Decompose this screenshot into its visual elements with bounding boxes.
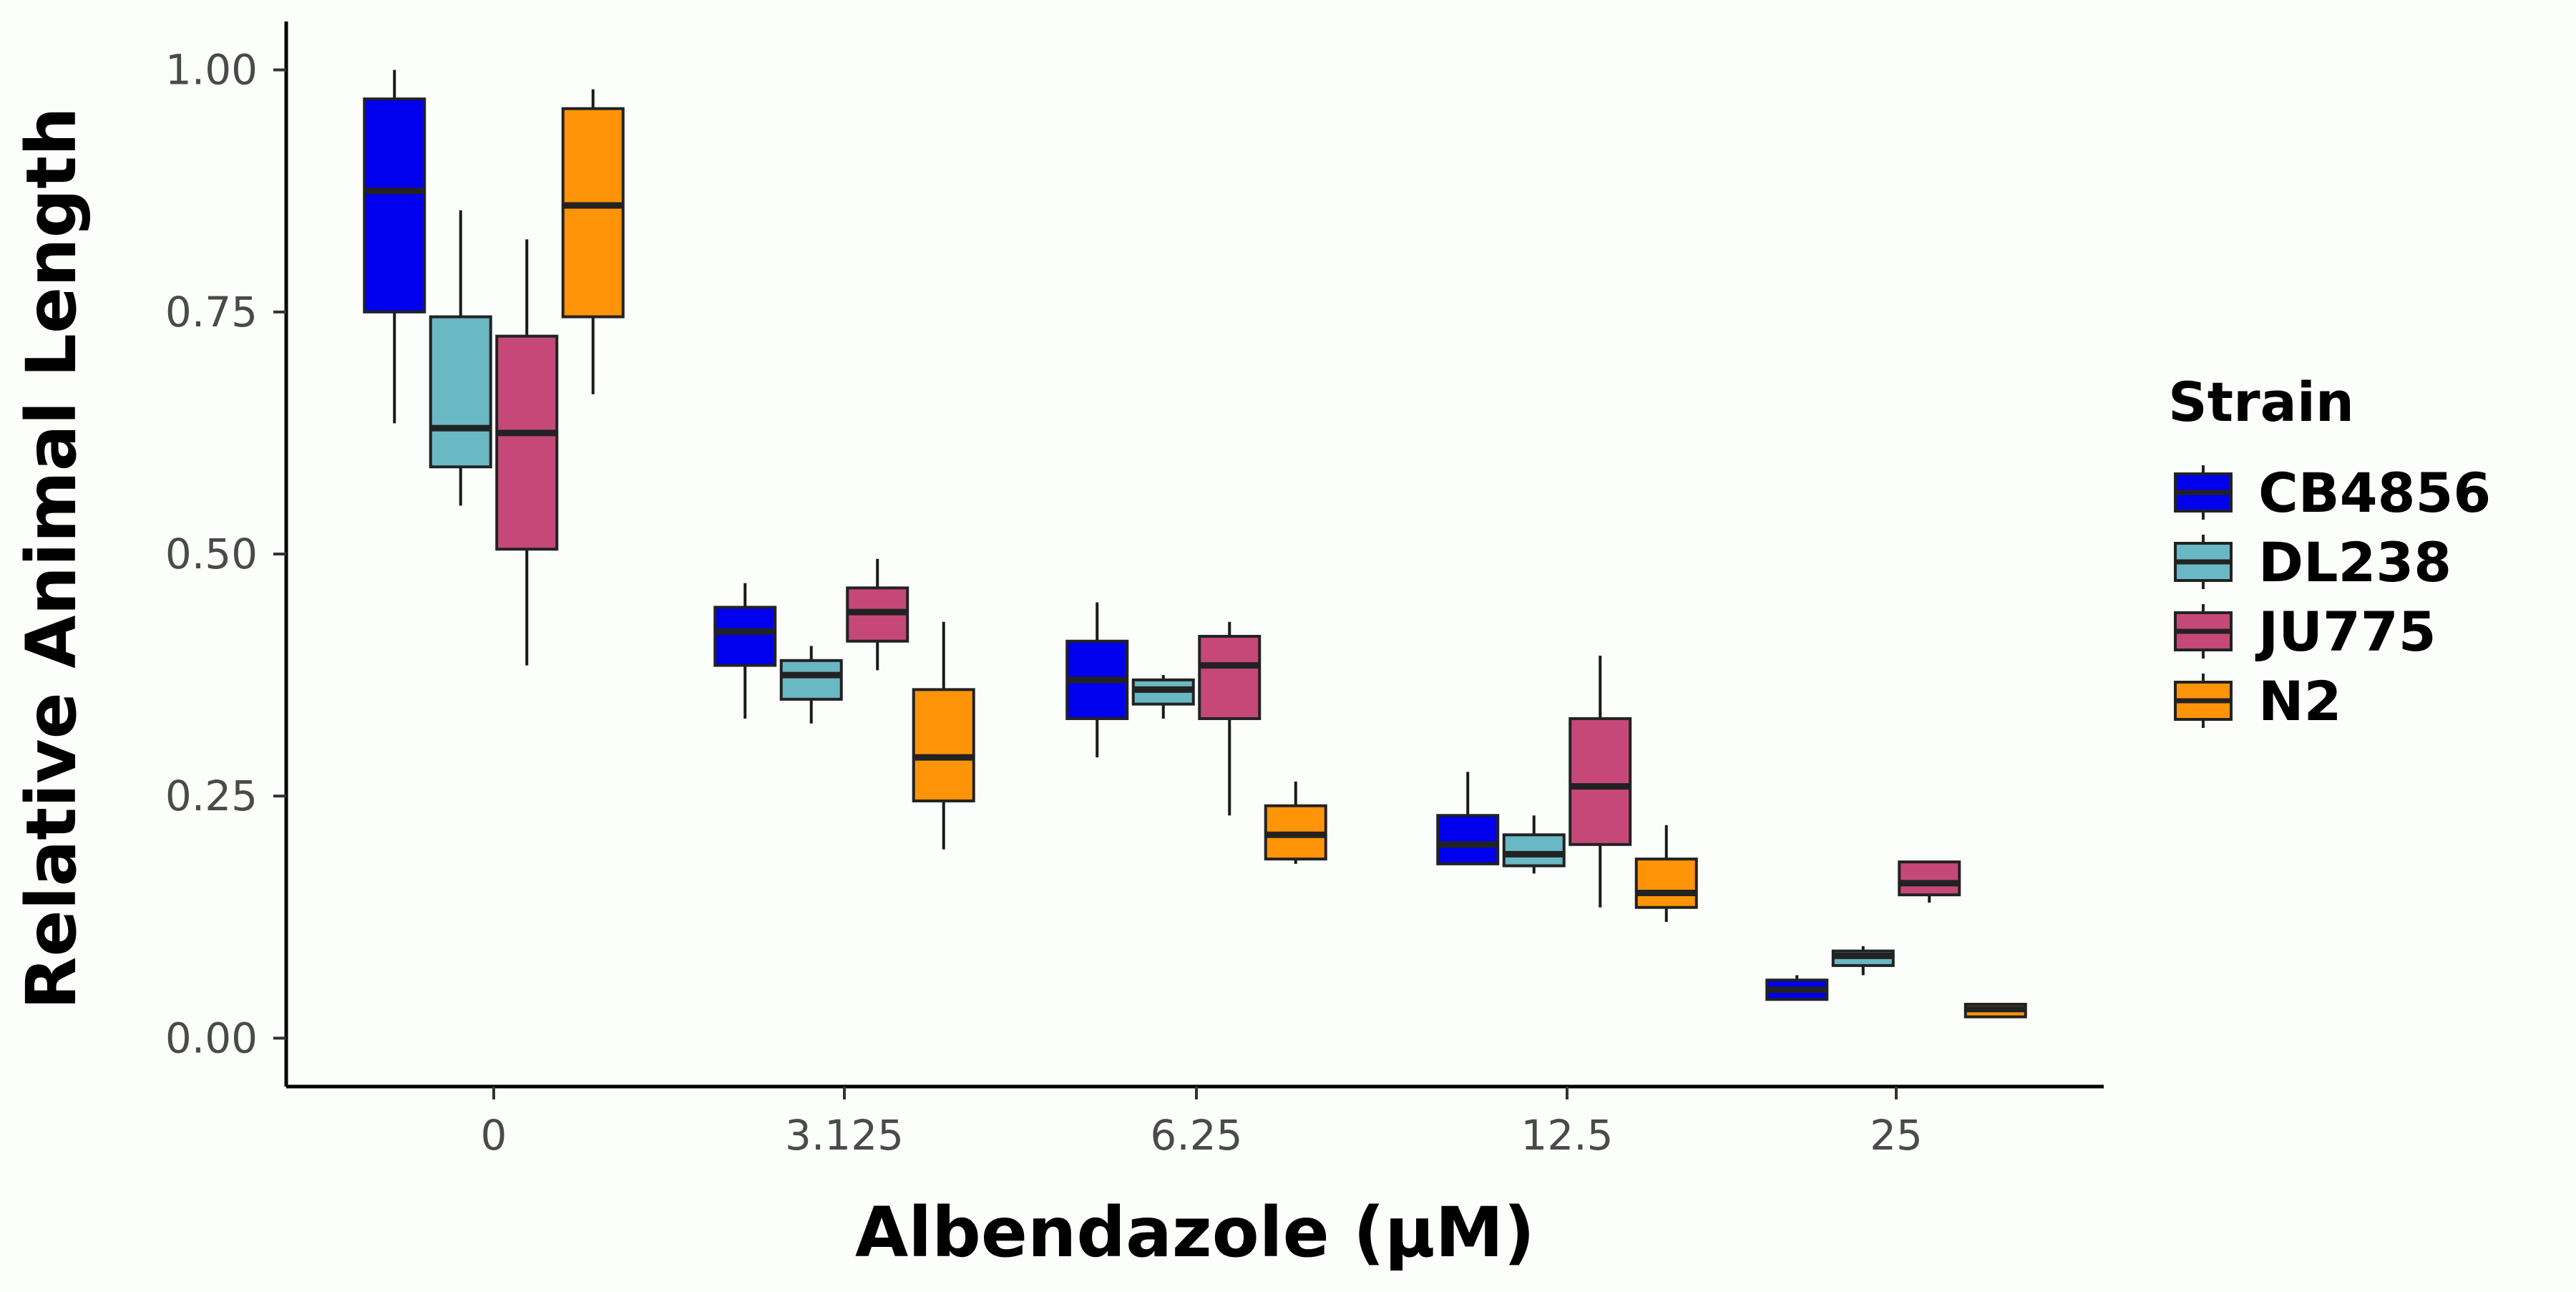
box-body — [495, 334, 559, 551]
y-tick-label: 1.00 — [165, 46, 258, 94]
legend-item-dl238: DL238 — [2174, 530, 2451, 594]
box-cb4856-6.25 — [1065, 602, 1129, 758]
box-ju775-12.5 — [1568, 656, 1632, 908]
legend-label: DL238 — [2258, 530, 2451, 594]
box-n2-6.25 — [1264, 781, 1327, 864]
box-dl238-0 — [429, 210, 492, 506]
y-tick-label: 0.75 — [165, 288, 258, 336]
x-tick-label: 12.5 — [1521, 1111, 1613, 1160]
box-body — [561, 107, 625, 319]
box-body — [1502, 833, 1566, 868]
box-ju775-3.125 — [846, 558, 909, 671]
axes: 0.00 0.25 0.50 0.75 1.00 0 3.125 6.25 12.5 25 — [165, 21, 2104, 1160]
legend-item-n2: N2 — [2174, 669, 2342, 733]
box-cb4856-25 — [1765, 975, 1829, 1001]
box-cb4856-12.5 — [1436, 772, 1500, 865]
box-n2-0 — [561, 89, 625, 394]
box-body — [363, 97, 426, 314]
x-tick-label: 0 — [481, 1111, 507, 1160]
box-n2-25 — [1963, 1003, 2027, 1019]
box-body — [713, 606, 777, 667]
box-body — [429, 315, 492, 469]
box-dl238-12.5 — [1502, 815, 1566, 874]
box-dl238-6.25 — [1131, 675, 1195, 719]
y-tick-label: 0.50 — [165, 530, 258, 578]
box-dl238-25 — [1831, 946, 1895, 976]
plot-area — [363, 69, 2027, 1019]
box-body — [1898, 860, 1961, 897]
x-tick-label: 25 — [1870, 1111, 1923, 1160]
legend-title: Strain — [2168, 370, 2354, 434]
legend-label: N2 — [2258, 669, 2342, 733]
x-axis-title: Albendazole (μM) — [855, 1193, 1535, 1273]
box-cb4856-3.125 — [713, 583, 777, 719]
legend-item-ju775: JU775 — [2174, 600, 2436, 664]
box-body — [779, 659, 843, 701]
box-body — [1634, 858, 1698, 909]
box-body — [1198, 634, 1262, 720]
box-body — [1568, 717, 1632, 846]
x-tick-label: 6.25 — [1150, 1111, 1242, 1160]
box-body — [912, 688, 975, 802]
legend-label: CB4856 — [2258, 461, 2491, 525]
y-tick-label: 0.25 — [165, 772, 258, 820]
x-tick-label: 3.125 — [785, 1111, 904, 1160]
box-ju775-25 — [1898, 860, 1961, 903]
box-dl238-3.125 — [779, 646, 843, 724]
box-ju775-0 — [495, 239, 559, 666]
y-tick-label: 0.00 — [165, 1014, 258, 1062]
box-n2-12.5 — [1634, 825, 1698, 923]
box-cb4856-0 — [363, 69, 426, 424]
legend-item-cb4856: CB4856 — [2174, 461, 2491, 525]
legend-label: JU775 — [2255, 600, 2436, 664]
box-body — [1436, 814, 1500, 865]
box-ju775-6.25 — [1198, 621, 1262, 816]
box-n2-3.125 — [912, 621, 975, 850]
y-axis-title: Relative Animal Length — [11, 107, 92, 1010]
